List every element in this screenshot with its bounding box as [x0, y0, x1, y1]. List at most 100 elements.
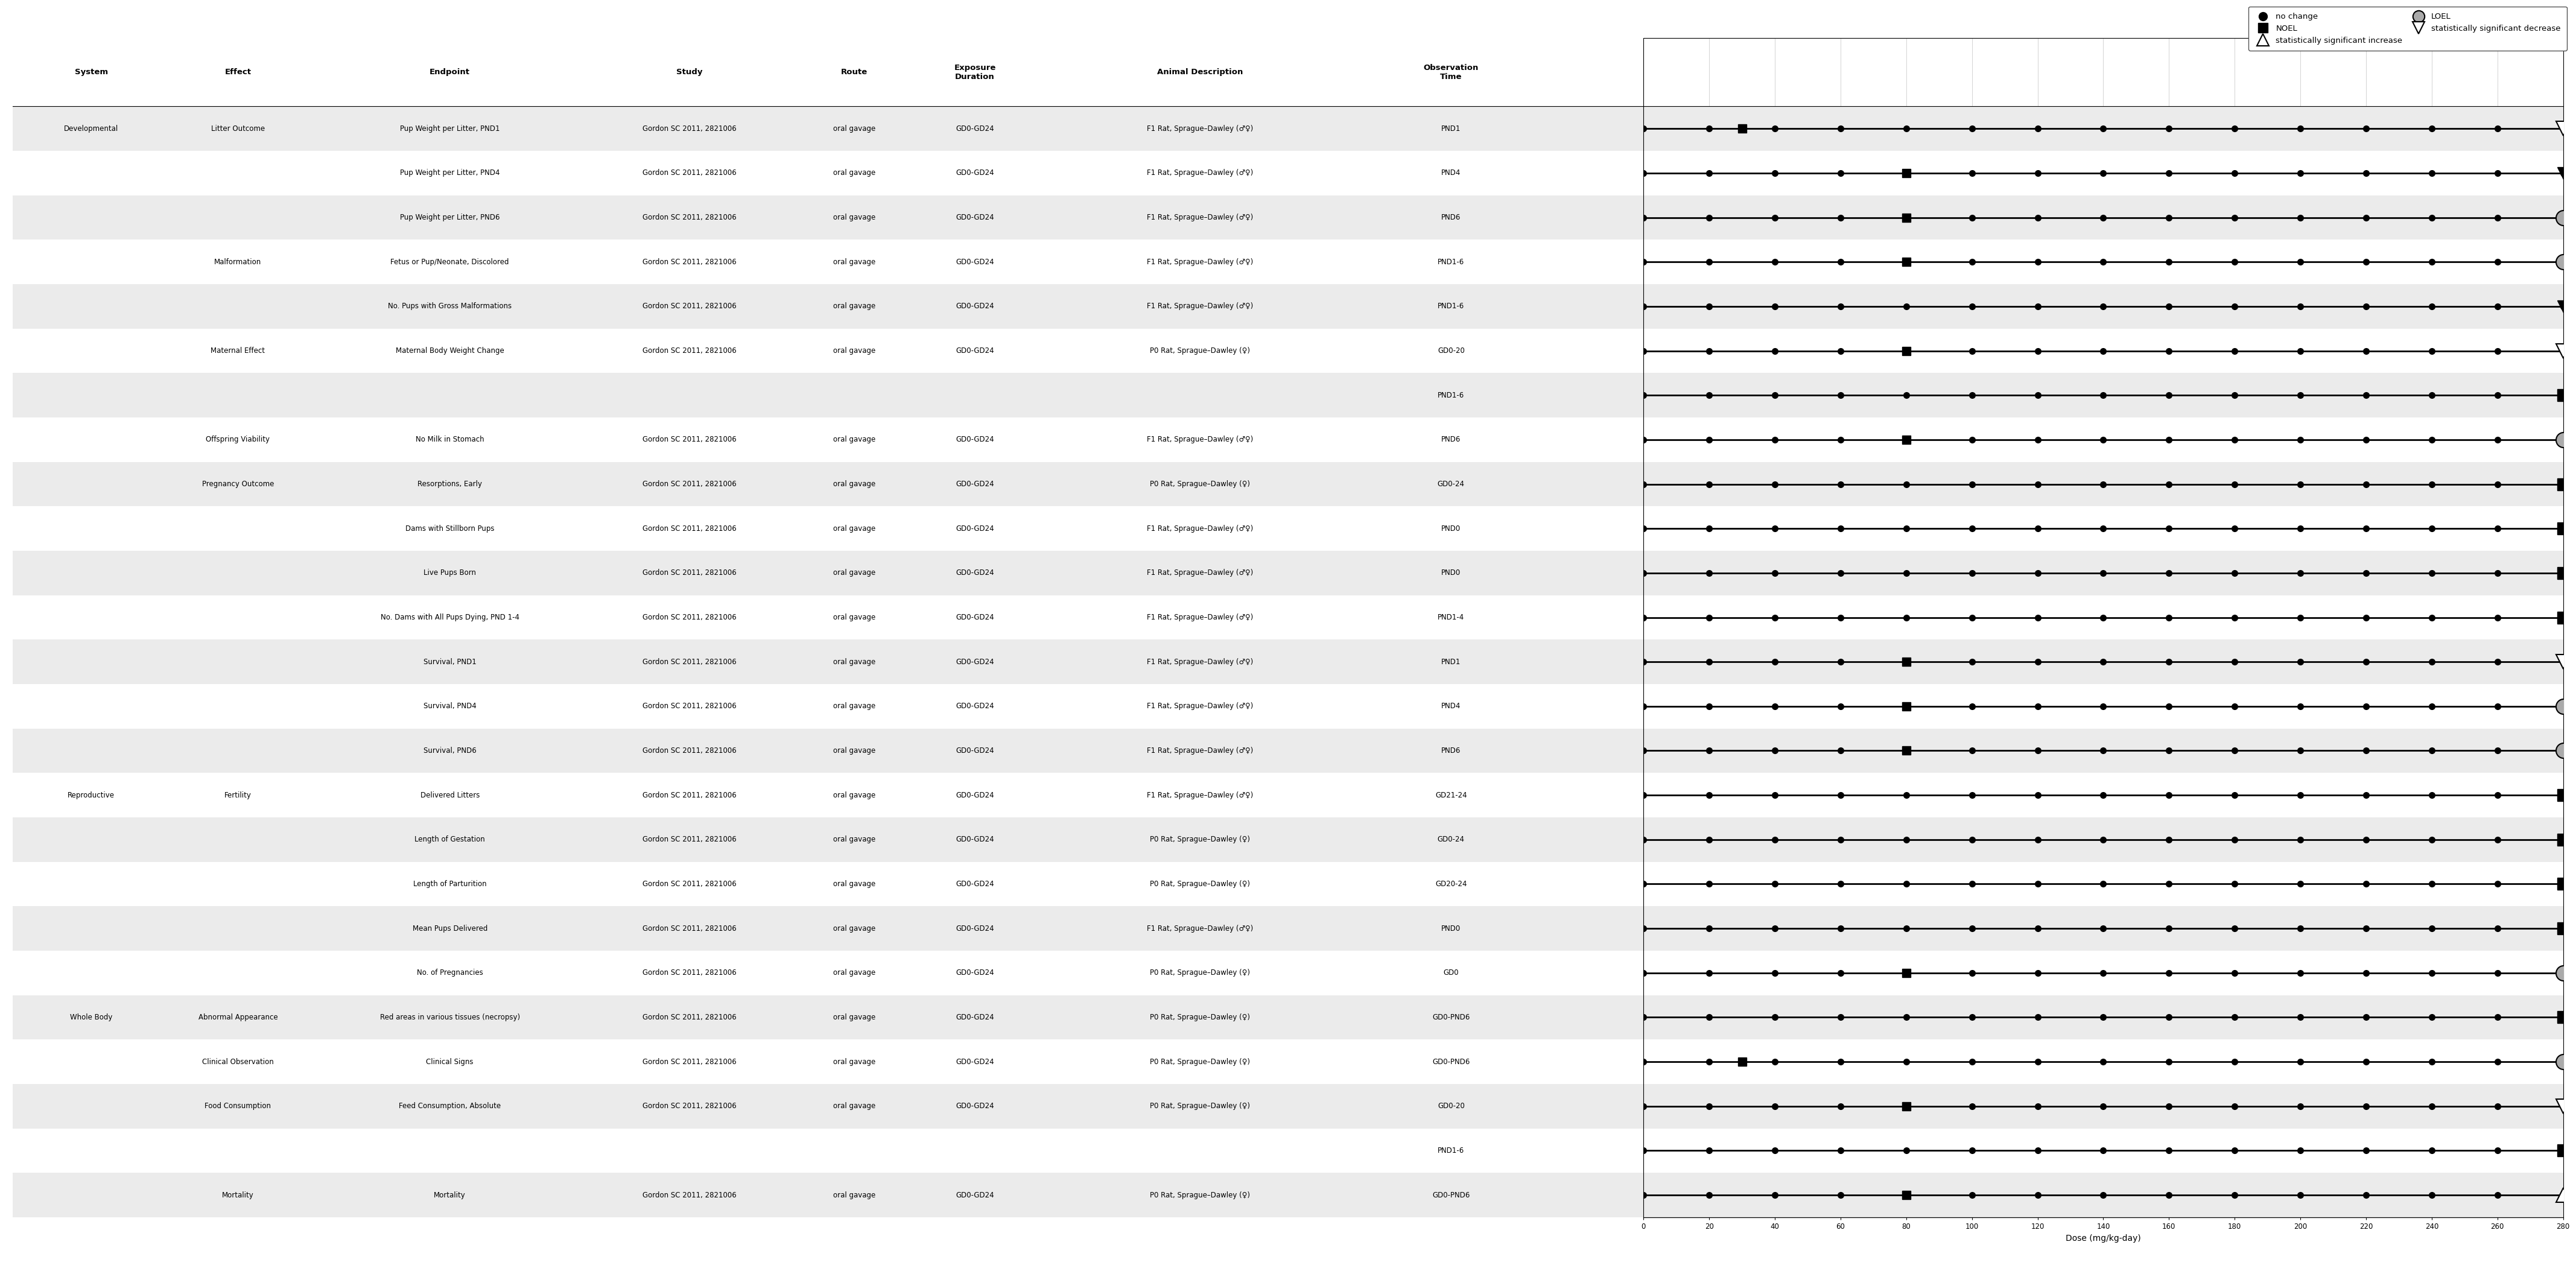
Text: Dams with Stillborn Pups: Dams with Stillborn Pups [404, 525, 495, 533]
Text: PND0: PND0 [1443, 924, 1461, 932]
Text: Clinical Signs: Clinical Signs [425, 1058, 474, 1065]
Text: P0 Rat, Sprague–Dawley (♀): P0 Rat, Sprague–Dawley (♀) [1149, 836, 1249, 843]
Text: Gordon SC 2011, 2821006: Gordon SC 2011, 2821006 [641, 481, 737, 488]
Text: F1 Rat, Sprague–Dawley (♂♀): F1 Rat, Sprague–Dawley (♂♀) [1146, 747, 1252, 754]
Text: PND1-6: PND1-6 [1437, 303, 1463, 311]
Text: oral gavage: oral gavage [832, 702, 876, 710]
Text: Gordon SC 2011, 2821006: Gordon SC 2011, 2821006 [641, 213, 737, 222]
Text: Fertility: Fertility [224, 791, 252, 799]
Text: oral gavage: oral gavage [832, 747, 876, 754]
Bar [1643, 729, 2563, 773]
Text: Gordon SC 2011, 2821006: Gordon SC 2011, 2821006 [641, 1013, 737, 1021]
Bar [13, 195, 1643, 240]
Text: Resorptions, Early: Resorptions, Early [417, 481, 482, 488]
Text: GD0-GD24: GD0-GD24 [956, 880, 994, 888]
Text: GD0-GD24: GD0-GD24 [956, 1058, 994, 1065]
Text: Survival, PND1: Survival, PND1 [422, 658, 477, 666]
Text: Litter Outcome: Litter Outcome [211, 124, 265, 133]
Bar [13, 862, 1643, 907]
Text: Gordon SC 2011, 2821006: Gordon SC 2011, 2821006 [641, 658, 737, 666]
Text: F1 Rat, Sprague–Dawley (♂♀): F1 Rat, Sprague–Dawley (♂♀) [1146, 213, 1252, 222]
Text: Gordon SC 2011, 2821006: Gordon SC 2011, 2821006 [641, 436, 737, 444]
Text: oral gavage: oral gavage [832, 569, 876, 577]
Text: oral gavage: oral gavage [832, 791, 876, 799]
Text: GD0-GD24: GD0-GD24 [956, 836, 994, 843]
Text: No. of Pregnancies: No. of Pregnancies [417, 969, 482, 976]
Text: Gordon SC 2011, 2821006: Gordon SC 2011, 2821006 [641, 124, 737, 133]
Bar [13, 462, 1643, 506]
Text: GD0-GD24: GD0-GD24 [956, 1191, 994, 1200]
Bar [1643, 107, 2563, 151]
Text: GD0-GD24: GD0-GD24 [956, 1013, 994, 1021]
Text: GD0-GD24: GD0-GD24 [956, 791, 994, 799]
Bar [1643, 595, 2563, 639]
Text: Food Consumption: Food Consumption [204, 1102, 270, 1110]
Text: PND6: PND6 [1443, 213, 1461, 222]
Bar [1643, 38, 2563, 1217]
Bar [13, 639, 1643, 683]
Bar [1643, 818, 2563, 862]
Text: F1 Rat, Sprague–Dawley (♂♀): F1 Rat, Sprague–Dawley (♂♀) [1146, 525, 1252, 533]
Bar [1643, 1129, 2563, 1173]
Text: Mortality: Mortality [222, 1191, 255, 1200]
Bar [1643, 683, 2563, 729]
Text: GD0-GD24: GD0-GD24 [956, 169, 994, 178]
Text: GD0-GD24: GD0-GD24 [956, 614, 994, 621]
X-axis label: Dose (mg/kg-day): Dose (mg/kg-day) [2066, 1234, 2141, 1243]
Text: oral gavage: oral gavage [832, 213, 876, 222]
Text: System: System [75, 68, 108, 76]
Bar [13, 240, 1643, 284]
Text: No. Dams with All Pups Dying, PND 1-4: No. Dams with All Pups Dying, PND 1-4 [381, 614, 520, 621]
Bar [13, 995, 1643, 1040]
Bar [1643, 328, 2563, 373]
Text: oral gavage: oral gavage [832, 481, 876, 488]
Bar [1643, 995, 2563, 1040]
Text: oral gavage: oral gavage [832, 1191, 876, 1200]
Text: GD0-GD24: GD0-GD24 [956, 213, 994, 222]
Text: Gordon SC 2011, 2821006: Gordon SC 2011, 2821006 [641, 702, 737, 710]
Text: oral gavage: oral gavage [832, 836, 876, 843]
Bar [1643, 462, 2563, 506]
Text: oral gavage: oral gavage [832, 658, 876, 666]
Text: Malformation: Malformation [214, 257, 263, 266]
Text: F1 Rat, Sprague–Dawley (♂♀): F1 Rat, Sprague–Dawley (♂♀) [1146, 303, 1252, 311]
Text: oral gavage: oral gavage [832, 1058, 876, 1065]
Text: PND0: PND0 [1443, 569, 1461, 577]
Text: Fetus or Pup/Neonate, Discolored: Fetus or Pup/Neonate, Discolored [392, 257, 510, 266]
Bar [1643, 550, 2563, 595]
Bar [1643, 506, 2563, 550]
Bar [13, 550, 1643, 595]
Text: PND1-4: PND1-4 [1437, 614, 1463, 621]
Text: Maternal Effect: Maternal Effect [211, 347, 265, 355]
Bar [1643, 639, 2563, 683]
Bar [13, 951, 1643, 995]
Bar [1643, 862, 2563, 907]
Text: Live Pups Born: Live Pups Born [422, 569, 477, 577]
Text: GD0-GD24: GD0-GD24 [956, 658, 994, 666]
Bar [1643, 373, 2563, 417]
Text: Offspring Viability: Offspring Viability [206, 436, 270, 444]
Text: oral gavage: oral gavage [832, 436, 876, 444]
Bar [13, 417, 1643, 462]
Text: Clinical Observation: Clinical Observation [201, 1058, 273, 1065]
Text: GD0-24: GD0-24 [1437, 836, 1466, 843]
Text: Gordon SC 2011, 2821006: Gordon SC 2011, 2821006 [641, 924, 737, 932]
Text: PND1: PND1 [1443, 124, 1461, 133]
Text: oral gavage: oral gavage [832, 347, 876, 355]
Text: Reproductive: Reproductive [67, 791, 116, 799]
Text: P0 Rat, Sprague–Dawley (♀): P0 Rat, Sprague–Dawley (♀) [1149, 1013, 1249, 1021]
Text: GD0-GD24: GD0-GD24 [956, 257, 994, 266]
Text: Gordon SC 2011, 2821006: Gordon SC 2011, 2821006 [641, 747, 737, 754]
Text: P0 Rat, Sprague–Dawley (♀): P0 Rat, Sprague–Dawley (♀) [1149, 1058, 1249, 1065]
Text: PND1: PND1 [1443, 658, 1461, 666]
Bar [13, 1040, 1643, 1084]
Text: Exposure
Duration: Exposure Duration [953, 63, 997, 81]
Text: Gordon SC 2011, 2821006: Gordon SC 2011, 2821006 [641, 1191, 737, 1200]
Text: PND6: PND6 [1443, 436, 1461, 444]
Text: GD0-GD24: GD0-GD24 [956, 525, 994, 533]
Text: P0 Rat, Sprague–Dawley (♀): P0 Rat, Sprague–Dawley (♀) [1149, 1102, 1249, 1110]
Text: F1 Rat, Sprague–Dawley (♂♀): F1 Rat, Sprague–Dawley (♂♀) [1146, 924, 1252, 932]
Text: P0 Rat, Sprague–Dawley (♀): P0 Rat, Sprague–Dawley (♀) [1149, 1191, 1249, 1200]
Bar [13, 907, 1643, 951]
Text: PND0: PND0 [1443, 525, 1461, 533]
